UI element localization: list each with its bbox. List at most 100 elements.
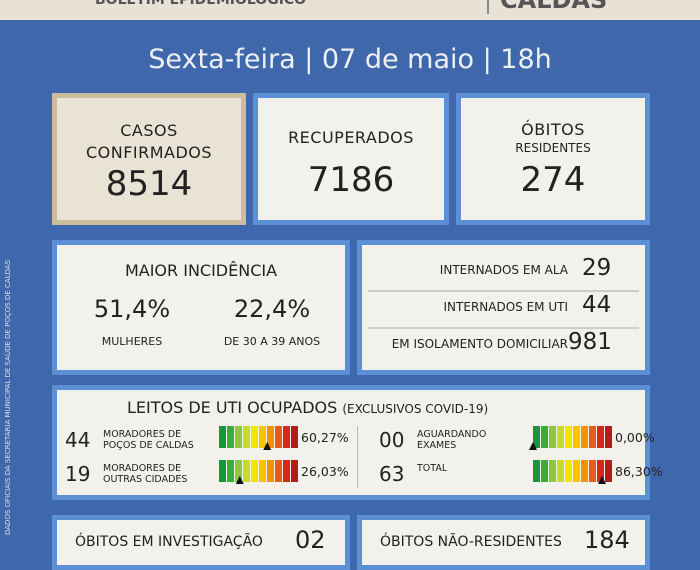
gauge-marker [235, 476, 244, 484]
status-value: 29 [582, 255, 612, 281]
card: ÓBITOS RESIDENTES 274 [456, 93, 650, 225]
incidence-value: 22,4% [233, 295, 311, 323]
header-brand: CALDAS [500, 0, 608, 14]
icu-percent: 0,00% [615, 430, 655, 445]
gauge-segment [251, 460, 258, 482]
gauge-segment [243, 460, 250, 482]
footer-value: 184 [584, 526, 630, 554]
footer-label: ÓBITOS EM INVESTIGAÇÃO [75, 534, 263, 550]
icu-percent: 86,30% [615, 464, 663, 479]
gauge [533, 460, 612, 484]
incidence-panel: MAIOR INCIDÊNCIA 51,4% MULHERES 22,4% DE… [52, 240, 350, 375]
icu-panel: LEITOS DE UTI OCUPADOS (EXCLUSIVOS COVID… [52, 385, 663, 500]
status-body: INTERNADOS EM ALA 29 INTERNADOS EM UTI 44 EM… [362, 245, 645, 370]
icu-note: (EXCLUSIVOS COVID-19) [342, 402, 489, 416]
card: RECUPERADOS 7186 [253, 93, 449, 225]
footer-value: 02 [295, 526, 326, 554]
card-body: CASOS CONFIRMADOS 8514 [57, 98, 241, 220]
gauge-segment [605, 426, 612, 448]
icu-title: LEITOS DE UTI OCUPADOS (EXCLUSIVOS COVID… [127, 398, 488, 417]
gauge-segment [541, 426, 548, 448]
incidence-body: MAIOR INCIDÊNCIA 51,4% MULHERES 22,4% DE… [57, 245, 345, 370]
gauge-marker [263, 442, 272, 450]
icu-title-text: LEITOS DE UTI OCUPADOS [127, 398, 338, 417]
gauge-segment [557, 426, 564, 448]
icu-count: 44 [65, 428, 91, 452]
gauge-segment [235, 426, 242, 448]
status-panel: INTERNADOS EM ALA 29 INTERNADOS EM UTI 44 EM… [357, 240, 650, 375]
footer-body: ÓBITOS NÃO-RESIDENTES 184 [362, 520, 645, 565]
gauge-segment [573, 460, 580, 482]
gauge-segment [541, 460, 548, 482]
header-subtitle: BOLETIM EPIDEMIOLÓGICO [95, 0, 307, 8]
gauge-segment [227, 460, 234, 482]
gauge-segment [549, 426, 556, 448]
gauge-segment [573, 426, 580, 448]
gauge-segment [565, 426, 572, 448]
footer-card: ÓBITOS EM INVESTIGAÇÃO 02 [52, 515, 350, 570]
icu-body: LEITOS DE UTI OCUPADOS (EXCLUSIVOS COVID… [57, 390, 663, 495]
card-sublabel: RESIDENTES [515, 141, 591, 155]
status-value: 981 [568, 329, 612, 355]
card: CASOS CONFIRMADOS 8514 [52, 93, 246, 225]
gauge-segment [243, 426, 250, 448]
status-divider [368, 327, 639, 329]
card-body: ÓBITOS RESIDENTES 274 [461, 98, 645, 220]
icu-percent: 26,03% [301, 464, 349, 479]
icu-label: AGUARDANDO EXAMES [417, 429, 487, 451]
incidence-label: MULHERES [101, 335, 163, 348]
gauge-segment [219, 426, 226, 448]
gauge-marker [529, 442, 537, 450]
gauge-segment [259, 460, 266, 482]
gauge-segment [267, 460, 274, 482]
gauge [219, 426, 298, 450]
card-label: CASOS CONFIRMADOS [85, 121, 213, 162]
icu-label: MORADORES DE POÇOS DE CALDAS [103, 429, 194, 451]
card-body: RECUPERADOS 7186 [258, 98, 444, 220]
gauge-segment [597, 426, 604, 448]
gauge-segment [291, 426, 298, 448]
icu-count: 63 [379, 462, 405, 486]
footer-card: ÓBITOS NÃO-RESIDENTES 184 [357, 515, 650, 570]
gauge-segment [581, 460, 588, 482]
card-label: RECUPERADOS [288, 128, 414, 147]
gauge-segment [227, 426, 234, 448]
status-label: INTERNADOS EM ALA [439, 263, 568, 277]
gauge-marker [598, 476, 607, 484]
status-label: EM ISOLAMENTO DOMICILIAR [391, 337, 568, 351]
gauge-segment [589, 460, 596, 482]
divider [487, 0, 489, 14]
gauge-segment [219, 460, 226, 482]
icu-label: MORADORES DE OUTRAS CIDADES [103, 463, 188, 485]
gauge-segment [291, 460, 298, 482]
gauge-segment [267, 426, 274, 448]
side-note: DADOS OFICIAIS DA SECRETARIA MUNICIPAL D… [4, 259, 12, 535]
gauge-segment [549, 460, 556, 482]
card-value: 274 [520, 160, 586, 200]
icu-percent: 60,27% [301, 430, 349, 445]
card-value: 7186 [307, 160, 395, 200]
gauge [219, 460, 298, 484]
icu-count: 19 [65, 462, 91, 486]
status-divider [368, 290, 639, 292]
gauge-segment [283, 426, 290, 448]
gauge-segment [259, 426, 266, 448]
incidence-value: 51,4% [93, 295, 171, 323]
gauge-segment [251, 426, 258, 448]
incidence-label: DE 30 A 39 ANOS [223, 335, 321, 348]
icu-count: 00 [379, 428, 405, 452]
gauge-segment [283, 460, 290, 482]
card-value: 8514 [105, 164, 193, 204]
incidence-title: MAIOR INCIDÊNCIA [124, 261, 278, 280]
gauge-segment [597, 460, 604, 482]
gauge-segment [533, 426, 540, 448]
gauge-segment [565, 460, 572, 482]
footer-body: ÓBITOS EM INVESTIGAÇÃO 02 [57, 520, 345, 565]
gauge-segment [275, 460, 282, 482]
gauge-segment [581, 426, 588, 448]
icu-label: TOTAL [417, 463, 448, 474]
gauge [529, 426, 612, 450]
gauge-segment [589, 426, 596, 448]
status-value: 44 [582, 292, 612, 318]
